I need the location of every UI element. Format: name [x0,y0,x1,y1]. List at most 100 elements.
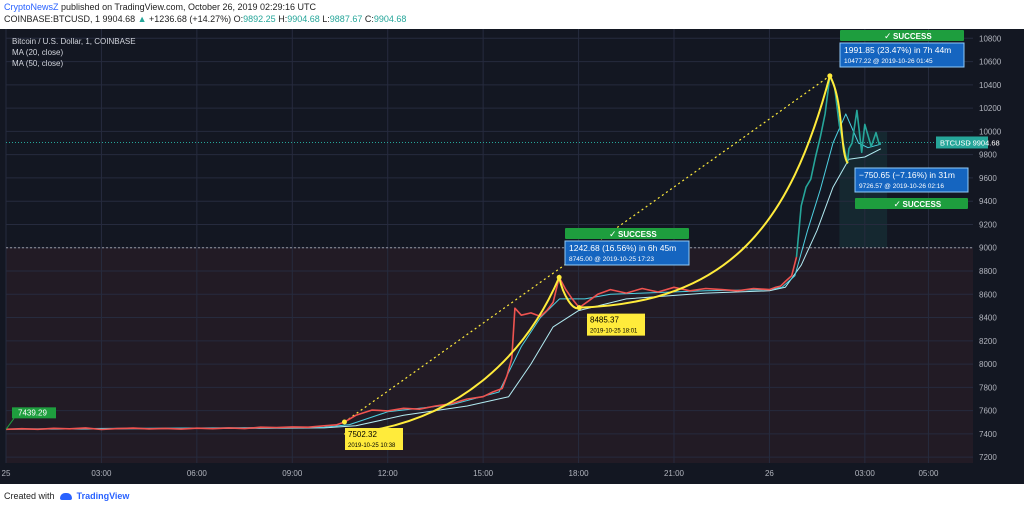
legend-title: Bitcoin / U.S. Dollar, 1, COINBASE [12,37,136,46]
y-tick-label: 9400 [979,197,997,206]
open-value: 9892.25 [243,14,276,24]
info-box-sub: 10477.22 @ 2019-10-26 01:45 [844,58,933,65]
success-badge: ✓ SUCCESS [840,30,964,41]
footer: Created with TradingView [4,491,129,501]
price-tag-bg [936,136,988,149]
price-note-bg [587,313,645,336]
legend-ma50[interactable]: MA (50, close) [12,59,63,68]
price-note: 8485.37 2019-10-25 18:01 [587,313,645,336]
price-note-value: 8485.37 [590,316,619,325]
success-badge-bg [840,30,964,41]
published-text: published on TradingView.com, October 26… [61,2,317,12]
info-box-sub: 8745.00 @ 2019-10-25 17:23 [569,256,654,263]
y-tick-label: 7600 [979,407,997,416]
last-price: 9904.68 [102,14,136,24]
info-box-sub: 9726.57 @ 2019-10-26 02:16 [859,183,944,190]
success-badge-bg [855,198,968,209]
info-box-main: 1242.68 (16.56%) in 6h 45m [569,243,676,253]
range-band-low [6,247,973,463]
created-with-text: Created with [4,491,55,501]
low-label: L: [322,14,330,24]
y-tick-label: 10200 [979,104,1002,113]
y-tick-label: 7400 [979,430,997,439]
y-tick-label: 10800 [979,34,1002,43]
y-tick-label: 8200 [979,337,997,346]
x-tick-label: 06:00 [187,469,208,478]
y-tick-label: 7200 [979,453,997,462]
open-label: O: [233,14,244,24]
price-note-date: 2019-10-25 10:38 [348,443,396,449]
curve-point [576,305,582,311]
current-price-tag[interactable]: BTCUSD- 9904.68 [936,136,1000,149]
x-tick-label: 12:00 [378,469,399,478]
dotted-trend-line [344,75,831,423]
x-tick-label: 21:00 [664,469,685,478]
x-tick-label: 18:00 [569,469,590,478]
y-tick-label: 9000 [979,244,997,253]
curve-point [341,419,347,425]
ma50-series-line [5,148,882,430]
price-note-value: 7502.32 [348,430,377,439]
high-label: H: [278,14,288,24]
close-value: 9904.68 [373,14,407,24]
y-tick-label: 9200 [979,220,997,229]
price-tag-symbol: BTCUSD [940,138,971,147]
start-tag-bg [12,407,56,419]
x-tick-label: 15:00 [473,469,494,478]
info-box: 1242.68 (16.56%) in 6h 45m 8745.00 @ 2019… [564,240,690,266]
info-box-bg [854,167,969,193]
y-tick-label: 7800 [979,383,997,392]
success-badge-bg [565,228,689,239]
up-arrow-icon: ▲ [137,14,147,24]
high-value: 9904.68 [287,14,320,24]
checkmark-icon: ✓ [609,229,617,239]
y-tick-label: 8400 [979,314,997,323]
success-badge: ✓ SUCCESS [855,198,968,209]
chart-background [0,29,1024,484]
tradingview-logo-icon [60,493,73,500]
success-badge-label: SUCCESS [618,230,657,239]
y-tick-label: 9600 [979,174,997,183]
close-label: C: [364,14,374,24]
chart-header: CryptoNewsZ published on TradingView.com… [0,0,1024,26]
start-price-tag: 7439.29 [5,407,56,430]
success-badge: ✓ SUCCESS [565,228,689,239]
legend-ma20[interactable]: MA (20, close) [12,48,63,57]
info-box: −750.65 (−7.16%) in 31m 9726.57 @ 2019-10… [854,167,969,193]
ohlc-line: COINBASE:BTCUSD, 1 9904.68 ▲ +1236.68 (+… [4,14,406,24]
y-tick-label: 9800 [979,151,997,160]
tradingview-brand[interactable]: TradingView [76,491,130,501]
x-tick-label: 05:00 [918,469,939,478]
info-box: 1991.85 (23.47%) in 7h 44m 10477.22 @ 201… [839,42,965,68]
curve-point [827,73,833,79]
start-tag-value: 7439.29 [18,408,47,417]
publish-line: CryptoNewsZ published on TradingView.com… [4,2,316,12]
y-tick-label: 8600 [979,290,997,299]
info-box-bg [564,240,690,266]
price-note-bg [345,428,403,451]
y-tick-label: 8800 [979,267,997,276]
checkmark-icon: ✓ [884,31,892,41]
low-value: 9887.67 [329,14,363,24]
success-badge-label: SUCCESS [893,32,932,41]
y-tick-label: 10600 [979,58,1002,67]
curve-point [556,274,562,280]
price-tag-value: - 9904.68 [968,138,1000,147]
price-note: 7502.32 2019-10-25 10:38 [345,428,403,451]
info-box-main: 1991.85 (23.47%) in 7h 44m [844,45,951,55]
start-tag-pointer [5,418,15,430]
info-box-bg [839,42,965,68]
chart-area[interactable]: ✓ SUCCESS ✓ SUCCESS ✓ SUCCESS 1242.68 (16.56%)… [0,29,1024,484]
success-badge-label: SUCCESS [903,200,942,209]
price-note-date: 2019-10-25 18:01 [590,329,638,335]
y-tick-label: 10400 [979,81,1002,90]
x-tick-label: 26 [765,469,774,478]
price-change: +1236.68 (+14.27%) [149,14,232,24]
author-link[interactable]: CryptoNewsZ [4,2,59,12]
info-box-main: −750.65 (−7.16%) in 31m [859,170,955,180]
x-tick-label: 03:00 [91,469,112,478]
checkmark-icon: ✓ [894,199,902,209]
x-tick-label: 03:00 [855,469,876,478]
y-tick-label: 10000 [979,127,1002,136]
